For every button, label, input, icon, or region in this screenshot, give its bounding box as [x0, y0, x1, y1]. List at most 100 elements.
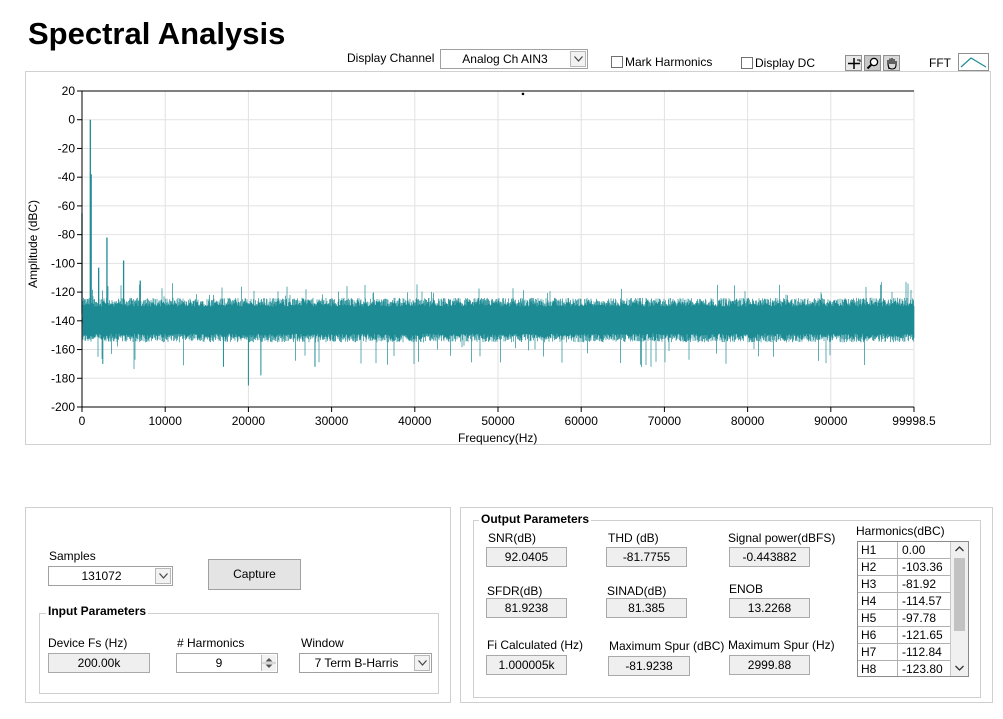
- output-parameters-title: Output Parameters: [479, 512, 592, 526]
- window-select[interactable]: 7 Term B-Harris: [299, 653, 432, 673]
- harmonic-value: 0.00: [902, 543, 926, 557]
- max-spur-dbc-label: Maximum Spur (dBC): [609, 639, 725, 653]
- sfdr-label: SFDR(dB): [487, 584, 543, 598]
- display-dc-checkbox[interactable]: [741, 57, 753, 69]
- harmonic-value: -103.36: [902, 560, 943, 574]
- enob-label: ENOB: [729, 582, 764, 596]
- sinad-label: SINAD(dB): [607, 584, 667, 598]
- scroll-up-icon[interactable]: [955, 546, 964, 552]
- harmonics-table-title: Harmonics(dBC): [856, 524, 945, 538]
- harmonic-value: -112.84: [902, 645, 942, 659]
- thd-indicator: -81.7755: [606, 547, 687, 567]
- x-tick-label: 20000: [232, 414, 266, 428]
- samples-label: Samples: [49, 549, 96, 563]
- display-dc-label: Display DC: [755, 56, 816, 70]
- y-tick-label: 0: [68, 113, 75, 127]
- window-value: 7 Term B-Harris: [314, 656, 399, 670]
- sinad-indicator: 81.385: [606, 598, 687, 618]
- y-tick-label: -20: [58, 141, 76, 155]
- device-fs-indicator: 200.00k: [48, 653, 150, 673]
- display-channel-label: Display Channel: [347, 51, 435, 65]
- x-tick-label: 50000: [481, 414, 515, 428]
- x-tick-label: 70000: [648, 414, 682, 428]
- x-tick-label: 40000: [398, 414, 432, 428]
- x-axis-label: Frequency(Hz): [458, 431, 538, 445]
- mark-harmonics-checkbox[interactable]: [611, 56, 623, 68]
- scroll-down-icon[interactable]: [955, 665, 964, 671]
- x-tick-label: 30000: [315, 414, 349, 428]
- chevron-down-icon[interactable]: [570, 51, 586, 67]
- capture-button[interactable]: Capture: [208, 559, 301, 590]
- window-label: Window: [301, 636, 344, 650]
- y-tick-label: -180: [51, 371, 75, 385]
- scroll-thumb[interactable]: [954, 558, 965, 631]
- harmonics-count-label: # Harmonics: [177, 636, 245, 650]
- device-fs-label: Device Fs (Hz): [48, 636, 128, 650]
- zoom-icon: [866, 57, 879, 70]
- y-tick-label: -100: [51, 256, 75, 270]
- harmonic-name: H2: [858, 559, 898, 575]
- signal-power-indicator: -0.443882: [729, 547, 810, 567]
- thd-label: THD (dB): [608, 531, 659, 545]
- harmonics-table-row[interactable]: H8 -123.80: [858, 661, 951, 676]
- mark-harmonics-label: Mark Harmonics: [625, 55, 713, 69]
- fi-calculated-label: Fi Calculated (Hz): [487, 638, 584, 652]
- harmonics-count-stepper[interactable]: 9: [176, 653, 278, 673]
- crosshair-tool-button[interactable]: [845, 55, 862, 71]
- x-tick-label: 60000: [565, 414, 599, 428]
- y-tick-label: 20: [62, 84, 76, 98]
- harmonic-value: -81.92: [902, 577, 937, 591]
- harmonics-table-row[interactable]: H2 -103.36: [858, 559, 951, 576]
- y-axis-label: Amplitude (dBC): [26, 199, 40, 288]
- harmonics-count-value: 9: [215, 656, 223, 670]
- y-tick-label: -60: [58, 199, 76, 213]
- x-tick-label: 0: [79, 414, 86, 428]
- harmonics-table[interactable]: H1 0.00 H2 -103.36 H3 -81.92 H4 -114.57 H5 -97.78…: [857, 541, 969, 677]
- fft-plot-legend[interactable]: [958, 53, 989, 71]
- crosshair-icon: [848, 58, 861, 69]
- y-tick-label: -120: [51, 285, 75, 299]
- y-tick-label: -40: [58, 170, 76, 184]
- chevron-down-icon[interactable]: [155, 568, 171, 584]
- y-tick-label: -200: [51, 400, 75, 414]
- chevron-down-icon[interactable]: [414, 655, 430, 671]
- samples-select[interactable]: 131072: [48, 566, 173, 586]
- fi-calculated-indicator: 1.000005k: [486, 655, 567, 675]
- zoom-tool-button[interactable]: [864, 55, 881, 71]
- max-spur-dbc-indicator: -81.9238: [608, 656, 690, 676]
- pan-hand-icon: [887, 58, 897, 70]
- display-channel-select[interactable]: Analog Ch AIN3: [440, 49, 588, 69]
- harmonic-value: -114.57: [902, 594, 942, 608]
- harmonic-name: H4: [858, 593, 898, 609]
- stepper-arrows[interactable]: [261, 655, 276, 671]
- x-tick-label: 99998.5: [892, 414, 936, 428]
- up-down-arrows-icon: [262, 658, 276, 668]
- pan-tool-button[interactable]: [883, 55, 900, 71]
- x-tick-label: 90000: [814, 414, 848, 428]
- harmonics-table-row[interactable]: H4 -114.57: [858, 593, 951, 610]
- fft-label: FFT: [929, 56, 951, 70]
- y-tick-label: -160: [51, 343, 75, 357]
- harmonics-table-row[interactable]: H3 -81.92: [858, 576, 951, 593]
- x-tick-label: 10000: [149, 414, 183, 428]
- harmonic-name: H1: [858, 542, 898, 558]
- harmonic-name: H8: [858, 661, 898, 676]
- harmonics-table-row[interactable]: H6 -121.65: [858, 627, 951, 644]
- harmonic-name: H5: [858, 610, 898, 626]
- cursor-marker[interactable]: [521, 92, 525, 96]
- signal-power-label: Signal power(dBFS): [728, 531, 836, 545]
- harmonics-scrollbar[interactable]: [950, 542, 968, 676]
- harmonics-table-row[interactable]: H7 -112.84: [858, 644, 951, 661]
- harmonics-table-row[interactable]: H5 -97.78: [858, 610, 951, 627]
- max-spur-hz-indicator: 2999.88: [729, 655, 810, 675]
- page-title: Spectral Analysis: [28, 16, 286, 51]
- harmonic-name: H6: [858, 627, 898, 643]
- fft-graph-frame: [25, 71, 991, 445]
- samples-value: 131072: [81, 569, 122, 583]
- sfdr-indicator: 81.9238: [486, 598, 567, 618]
- fft-chart[interactable]: 20 0 -20 -40 -60 -80 -100 -120 -140 -160 -180 -200 0…: [25, 71, 991, 445]
- snr-label: SNR(dB): [488, 531, 537, 545]
- harmonic-value: -97.78: [902, 611, 937, 625]
- snr-indicator: 92.0405: [486, 547, 567, 567]
- harmonics-table-row[interactable]: H1 0.00: [858, 542, 951, 559]
